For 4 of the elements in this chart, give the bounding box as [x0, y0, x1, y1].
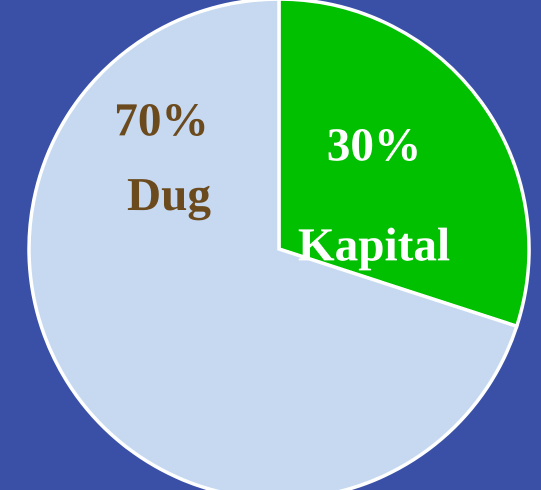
slice-label: Kapital — [298, 228, 450, 270]
data-label: 70% — [116, 104, 204, 136]
slice-label: Dug — [128, 179, 211, 220]
data-label: 30% — [328, 128, 417, 161]
